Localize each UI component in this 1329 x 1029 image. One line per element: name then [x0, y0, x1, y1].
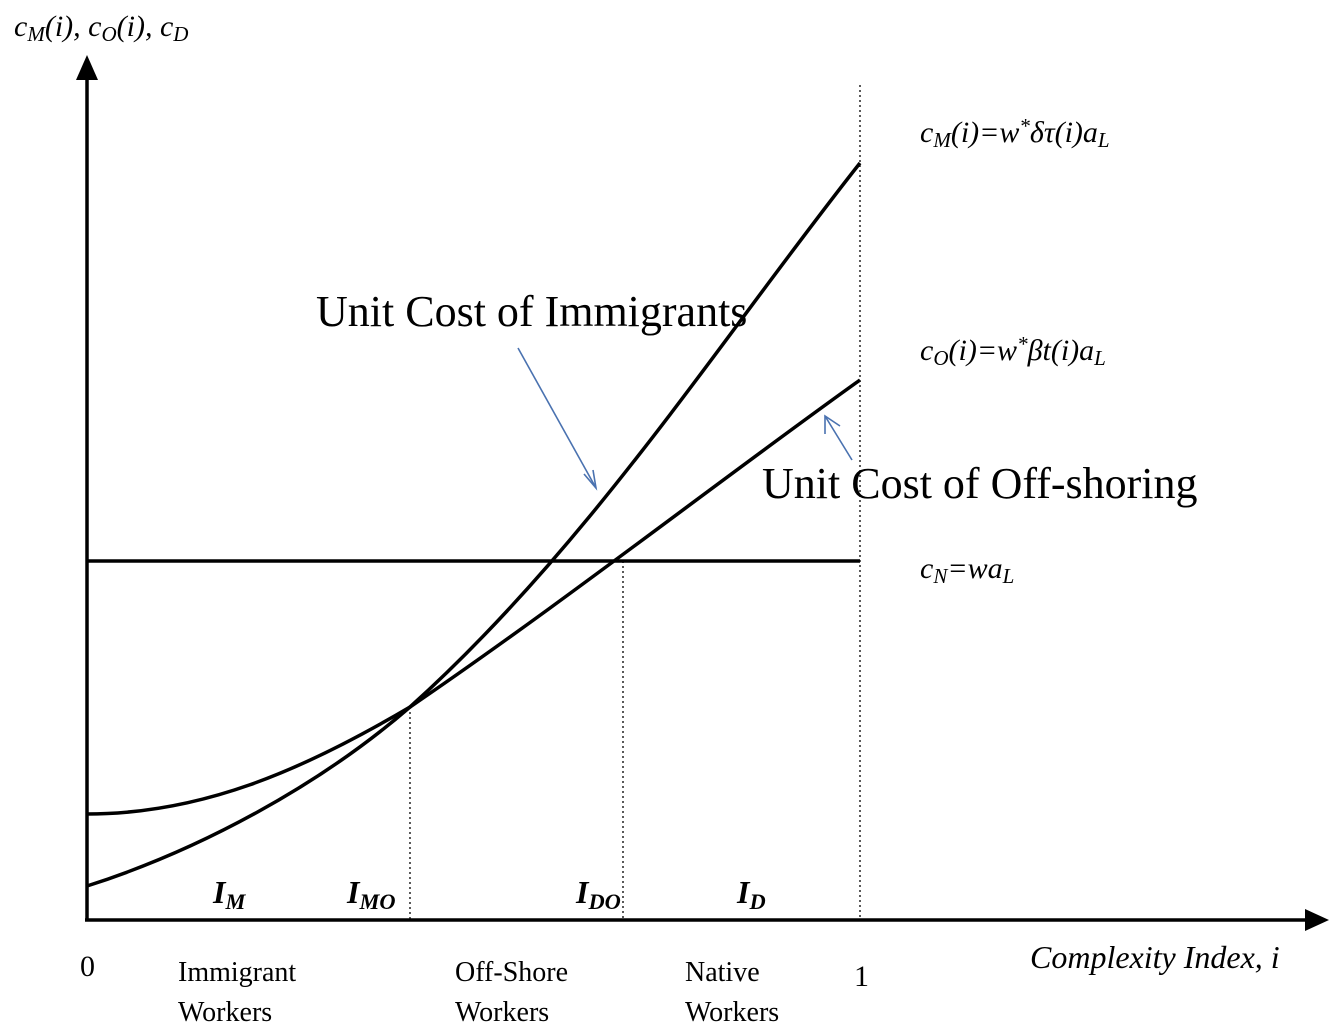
- label-part: D: [172, 22, 188, 46]
- x-axis-arrow: [1305, 909, 1329, 931]
- label-part: O: [101, 22, 116, 46]
- formula-co: cO(i)=w*βt(i)aL: [920, 332, 1106, 371]
- formula-part: =wa: [947, 552, 1002, 585]
- formula-part: *: [1017, 332, 1028, 356]
- y-axis-arrow: [76, 55, 98, 80]
- region-label: Workers: [455, 997, 549, 1028]
- offshoring-cost-curve: [86, 378, 862, 816]
- formula-part: M: [932, 128, 952, 152]
- immigrant-pointer-head: [583, 469, 598, 491]
- formula-part: L: [1097, 128, 1110, 152]
- formula-cn: cN=waL: [920, 552, 1014, 588]
- label-part: I: [212, 874, 227, 910]
- formula-part: (i)=w: [951, 116, 1020, 149]
- formula-part: βt(i)a: [1027, 334, 1095, 367]
- region-label: Native: [685, 957, 760, 988]
- region-label: Off-Shore: [455, 957, 568, 988]
- label-part: MO: [358, 889, 395, 914]
- label-part: DO: [587, 889, 620, 914]
- y-axis-label: cM(i), cO(i), cD: [14, 10, 188, 46]
- threshold-label: IM: [212, 874, 246, 914]
- threshold-label: IDO: [575, 874, 621, 914]
- immigrant-pointer: [517, 347, 597, 489]
- x-tick-label: 1: [854, 960, 869, 993]
- label-part: M: [26, 22, 46, 46]
- label-part: (i), c: [117, 10, 174, 43]
- formula-part: c: [920, 116, 933, 149]
- label-part: I: [575, 874, 590, 910]
- formula-part: L: [1093, 346, 1106, 370]
- immigrant-curve-label: Unit Cost of Immigrants: [316, 287, 747, 336]
- region-label: Workers: [178, 997, 272, 1028]
- region-label: Workers: [685, 997, 779, 1028]
- offshoring-pointer: [824, 415, 853, 461]
- label-part: I: [346, 874, 361, 910]
- formula-part: (i)=w: [949, 334, 1018, 367]
- offshoring-pointer-head: [824, 414, 841, 434]
- threshold-label: IMO: [346, 874, 396, 914]
- formula-part: O: [933, 346, 948, 370]
- label-part: D: [748, 889, 765, 914]
- formula-cm: cM(i)=w*δτ(i)aL: [920, 114, 1110, 153]
- offshoring-curve-label: Unit Cost of Off-shoring: [762, 459, 1198, 508]
- formula-part: *: [1019, 114, 1030, 138]
- formula-part: c: [920, 334, 933, 367]
- formula-part: c: [920, 552, 933, 585]
- formula-part: δτ(i)a: [1030, 116, 1098, 149]
- label-part: M: [224, 889, 246, 914]
- label-part: (i), c: [45, 10, 102, 43]
- label-part: c: [14, 10, 27, 43]
- label-part: I: [736, 874, 751, 910]
- immigrant-cost-curve: [86, 161, 862, 888]
- x-axis-label: Complexity Index, i: [1030, 939, 1280, 975]
- x-tick-label: 0: [80, 950, 95, 983]
- region-label: Immigrant: [178, 957, 296, 988]
- threshold-label: ID: [736, 874, 766, 914]
- formula-part: L: [1002, 564, 1015, 588]
- formula-part: N: [932, 564, 948, 588]
